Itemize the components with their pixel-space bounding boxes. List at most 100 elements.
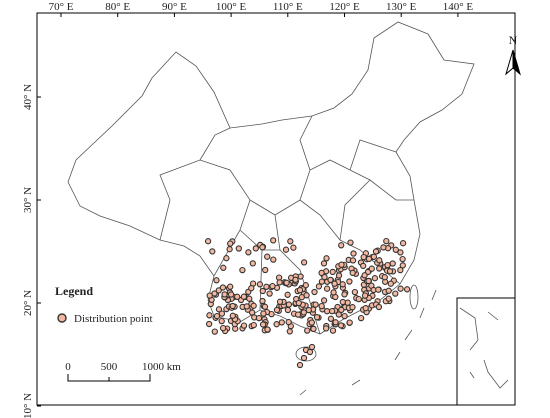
distribution-point	[361, 292, 369, 299]
distribution-point	[252, 245, 259, 252]
distribution-point	[313, 314, 321, 321]
distribution-point	[386, 268, 394, 275]
distribution-point	[306, 348, 314, 356]
distribution-point	[295, 299, 302, 307]
distribution-point	[255, 314, 263, 322]
lat-label: 40° N	[22, 84, 34, 110]
distribution-point	[397, 266, 404, 274]
distribution-point	[300, 309, 307, 316]
lon-label: 140° E	[443, 1, 474, 13]
distribution-point	[204, 238, 212, 245]
province-border	[299, 115, 414, 241]
distribution-point	[384, 261, 391, 269]
distribution-point	[269, 282, 276, 290]
distribution-point	[368, 265, 375, 272]
north-arrow	[512, 49, 521, 76]
distribution-point	[397, 285, 404, 292]
distribution-point	[323, 285, 331, 292]
distribution-point	[283, 279, 290, 286]
distribution-point	[335, 311, 342, 318]
province-border	[159, 159, 251, 277]
distribution-point	[218, 317, 225, 325]
distribution-point	[259, 244, 266, 251]
distribution-point	[219, 284, 227, 291]
distribution-point	[276, 298, 284, 305]
distribution-point	[273, 321, 280, 328]
distribution-point	[296, 361, 304, 369]
distribution-point	[227, 240, 234, 247]
distribution-point	[303, 292, 310, 299]
distribution-point	[399, 240, 407, 247]
distribution-point	[305, 306, 312, 314]
distribution-points	[204, 237, 411, 369]
province-border	[199, 127, 401, 335]
north-label: N	[509, 33, 518, 47]
distribution-point	[399, 255, 406, 263]
distribution-point	[341, 291, 348, 298]
distribution-point	[220, 264, 227, 271]
distribution-point	[227, 283, 234, 290]
lon-label: 130° E	[386, 1, 417, 13]
distribution-point	[273, 306, 281, 314]
distribution-point	[308, 343, 316, 351]
distribution-point	[315, 283, 323, 290]
distribution-point	[270, 256, 277, 263]
distribution-point	[249, 260, 256, 267]
distribution-point	[264, 253, 271, 260]
distribution-point	[338, 261, 345, 268]
china-border	[67, 21, 475, 335]
distribution-point	[339, 298, 346, 306]
scale-label: 0	[65, 361, 71, 373]
distribution-point	[302, 282, 309, 289]
distribution-point	[263, 283, 270, 290]
lon-label: 100° E	[216, 1, 247, 13]
distribution-point	[385, 295, 392, 302]
distribution-point	[365, 277, 372, 285]
distribution-point	[292, 276, 299, 283]
distribution-point	[259, 287, 266, 295]
distribution-point	[312, 301, 319, 308]
distribution-point	[235, 245, 242, 252]
lat-label: 30° N	[22, 187, 34, 213]
distribution-point	[357, 314, 365, 322]
lat-label: 10° N	[22, 393, 34, 418]
distribution-point	[256, 281, 264, 288]
distribution-point	[331, 280, 338, 287]
distribution-point	[346, 278, 353, 285]
distribution-point	[218, 310, 226, 317]
distribution-point	[361, 272, 368, 279]
distribution-point	[259, 297, 266, 305]
distribution-point	[347, 239, 354, 246]
distribution-point	[355, 295, 362, 303]
distribution-point	[370, 253, 378, 260]
distribution-point	[285, 301, 293, 308]
scale-label: 500	[101, 361, 118, 373]
distribution-point	[327, 315, 335, 322]
distribution-point	[300, 259, 308, 266]
distribution-point	[380, 244, 387, 251]
inset-map	[459, 307, 509, 389]
distribution-point	[250, 321, 257, 329]
distribution-point	[399, 262, 406, 269]
distribution-point	[323, 308, 331, 315]
distribution-point	[310, 325, 317, 333]
distribution-point	[375, 286, 382, 293]
distribution-point	[371, 275, 379, 282]
distribution-point	[215, 306, 223, 313]
distribution-point	[376, 257, 383, 264]
distribution-point	[383, 237, 390, 245]
distribution-point	[266, 290, 273, 297]
distribution-point	[259, 321, 267, 328]
lat-label: 20° N	[22, 290, 34, 316]
distribution-point	[308, 319, 315, 326]
distribution-point	[209, 248, 216, 255]
distribution-point	[221, 291, 228, 298]
distribution-point	[392, 246, 399, 253]
distribution-point	[246, 295, 253, 302]
distribution-point	[403, 286, 411, 293]
distribution-point	[248, 285, 255, 292]
distribution-point	[341, 312, 348, 320]
distribution-point	[349, 304, 356, 311]
scale-label: 1000 km	[142, 361, 181, 373]
